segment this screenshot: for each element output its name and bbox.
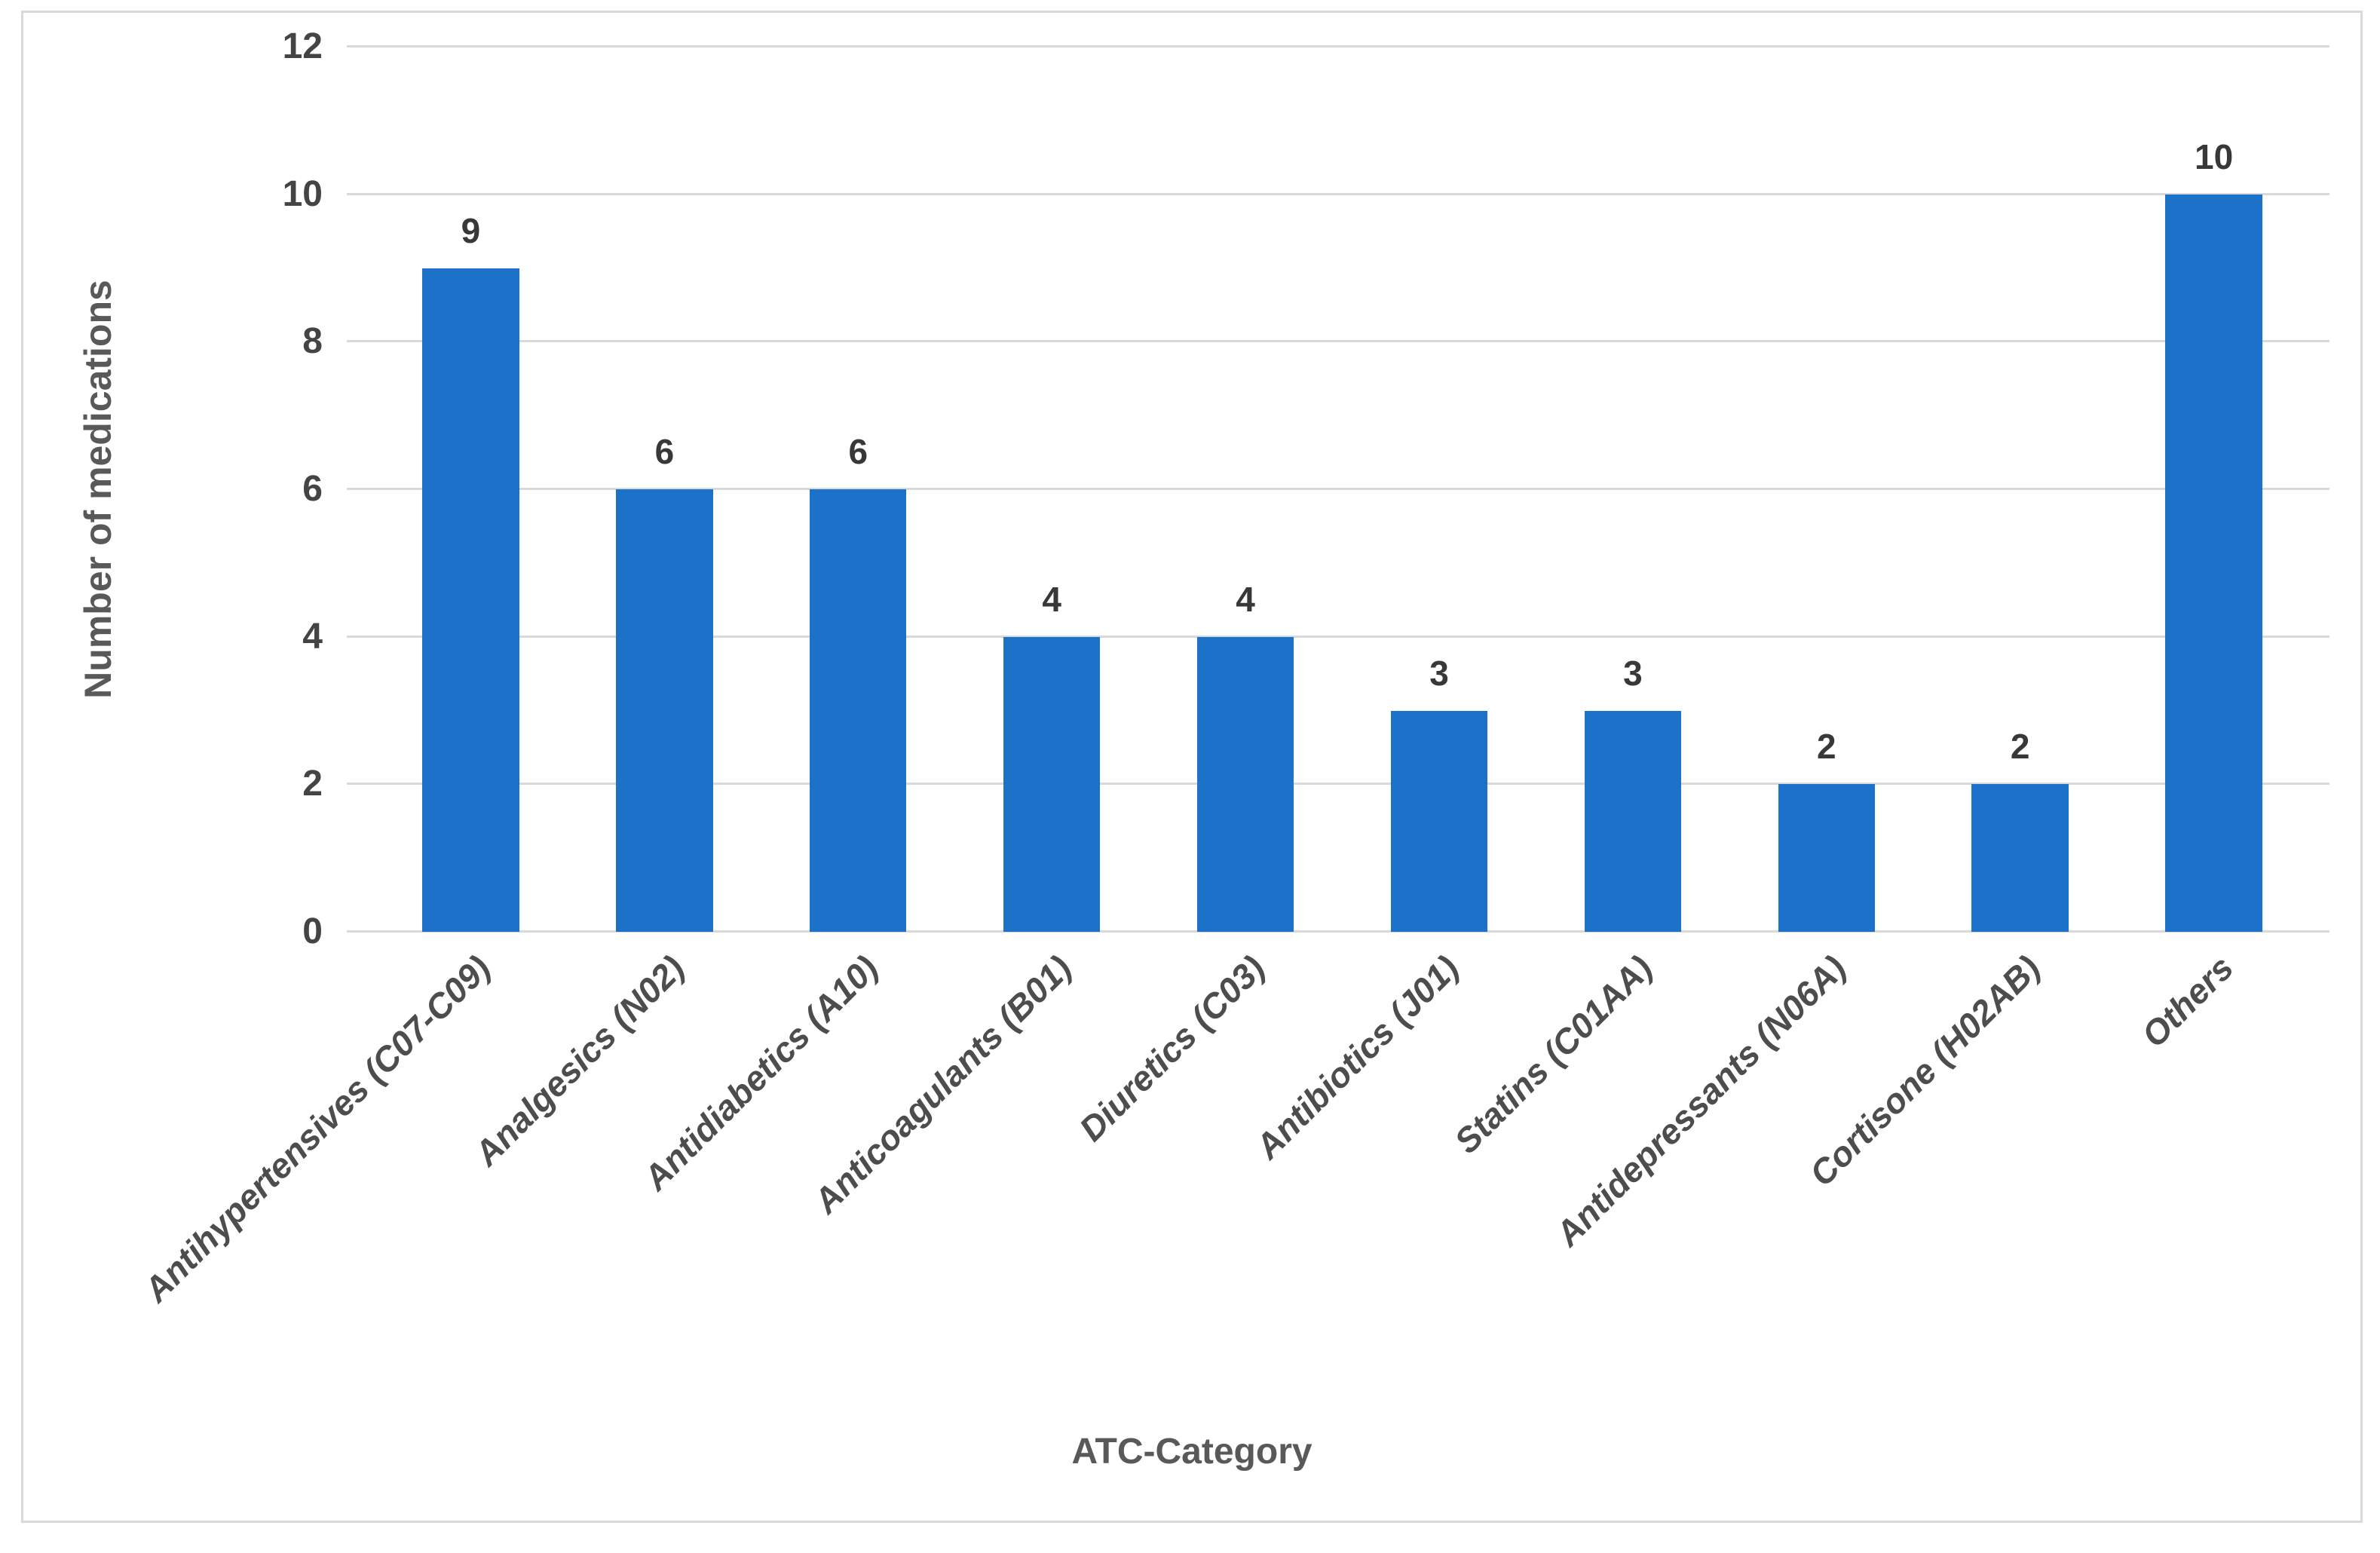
gridline	[347, 45, 2329, 47]
bar	[1584, 710, 1682, 932]
bar	[1196, 636, 1294, 932]
gridline	[347, 192, 2329, 195]
bar-slot: 4	[955, 47, 1149, 932]
x-axis-title: ATC-Category	[1071, 1432, 1313, 1472]
bar-slot: 6	[761, 47, 955, 932]
y-tick-label: 6	[302, 469, 323, 509]
bar-value-label: 2	[1817, 727, 1836, 767]
gridline	[347, 635, 2329, 638]
bar-slot: 2	[1729, 47, 1923, 932]
bar-slot: 3	[1343, 47, 1536, 932]
bar-value-label: 10	[2195, 136, 2234, 176]
bar-value-label: 3	[1623, 653, 1643, 693]
bars-layer: 9 6 6 4 4 3 3 2 2 10	[347, 47, 2329, 932]
gridline	[347, 340, 2329, 343]
y-tick-label: 8	[302, 321, 323, 362]
bar-value-label: 4	[1042, 579, 1061, 619]
bar-value-label: 2	[2010, 727, 2030, 767]
gridline	[347, 488, 2329, 490]
bar	[1778, 784, 1876, 932]
bar-slot: 4	[1149, 47, 1343, 932]
y-tick-label: 0	[302, 911, 323, 951]
bar	[616, 489, 713, 932]
bar-slot: 2	[1923, 47, 2117, 932]
bar-value-label: 3	[1429, 653, 1449, 693]
bar-value-label: 9	[461, 210, 481, 250]
y-axis-title: Number of medications	[77, 280, 119, 699]
y-tick-label: 12	[282, 26, 323, 66]
bar-slot: 10	[2117, 47, 2311, 932]
gridline	[347, 783, 2329, 786]
bar	[422, 268, 519, 932]
bar-value-label: 6	[654, 432, 675, 471]
y-tick-label: 4	[302, 616, 323, 657]
bar-slot: 9	[374, 47, 568, 932]
y-tick-label: 2	[302, 764, 323, 804]
bar	[1003, 636, 1101, 932]
plot-area: 0 2 4 6 8 10 12 9 6 6 4 4 3 3 2 2 10 Antihypertensives …	[136, 29, 2329, 1309]
bar	[1971, 784, 2069, 932]
gridline	[347, 930, 2329, 933]
chart-frame	[21, 11, 2363, 1523]
y-tick-label: 10	[282, 173, 323, 214]
bar	[2165, 194, 2262, 932]
bar-value-label: 6	[848, 432, 868, 471]
bar-slot: 6	[568, 47, 761, 932]
bar	[810, 489, 907, 932]
bar-slot: 3	[1536, 47, 1729, 932]
bar	[1390, 710, 1488, 932]
bar-value-label: 4	[1236, 579, 1255, 619]
